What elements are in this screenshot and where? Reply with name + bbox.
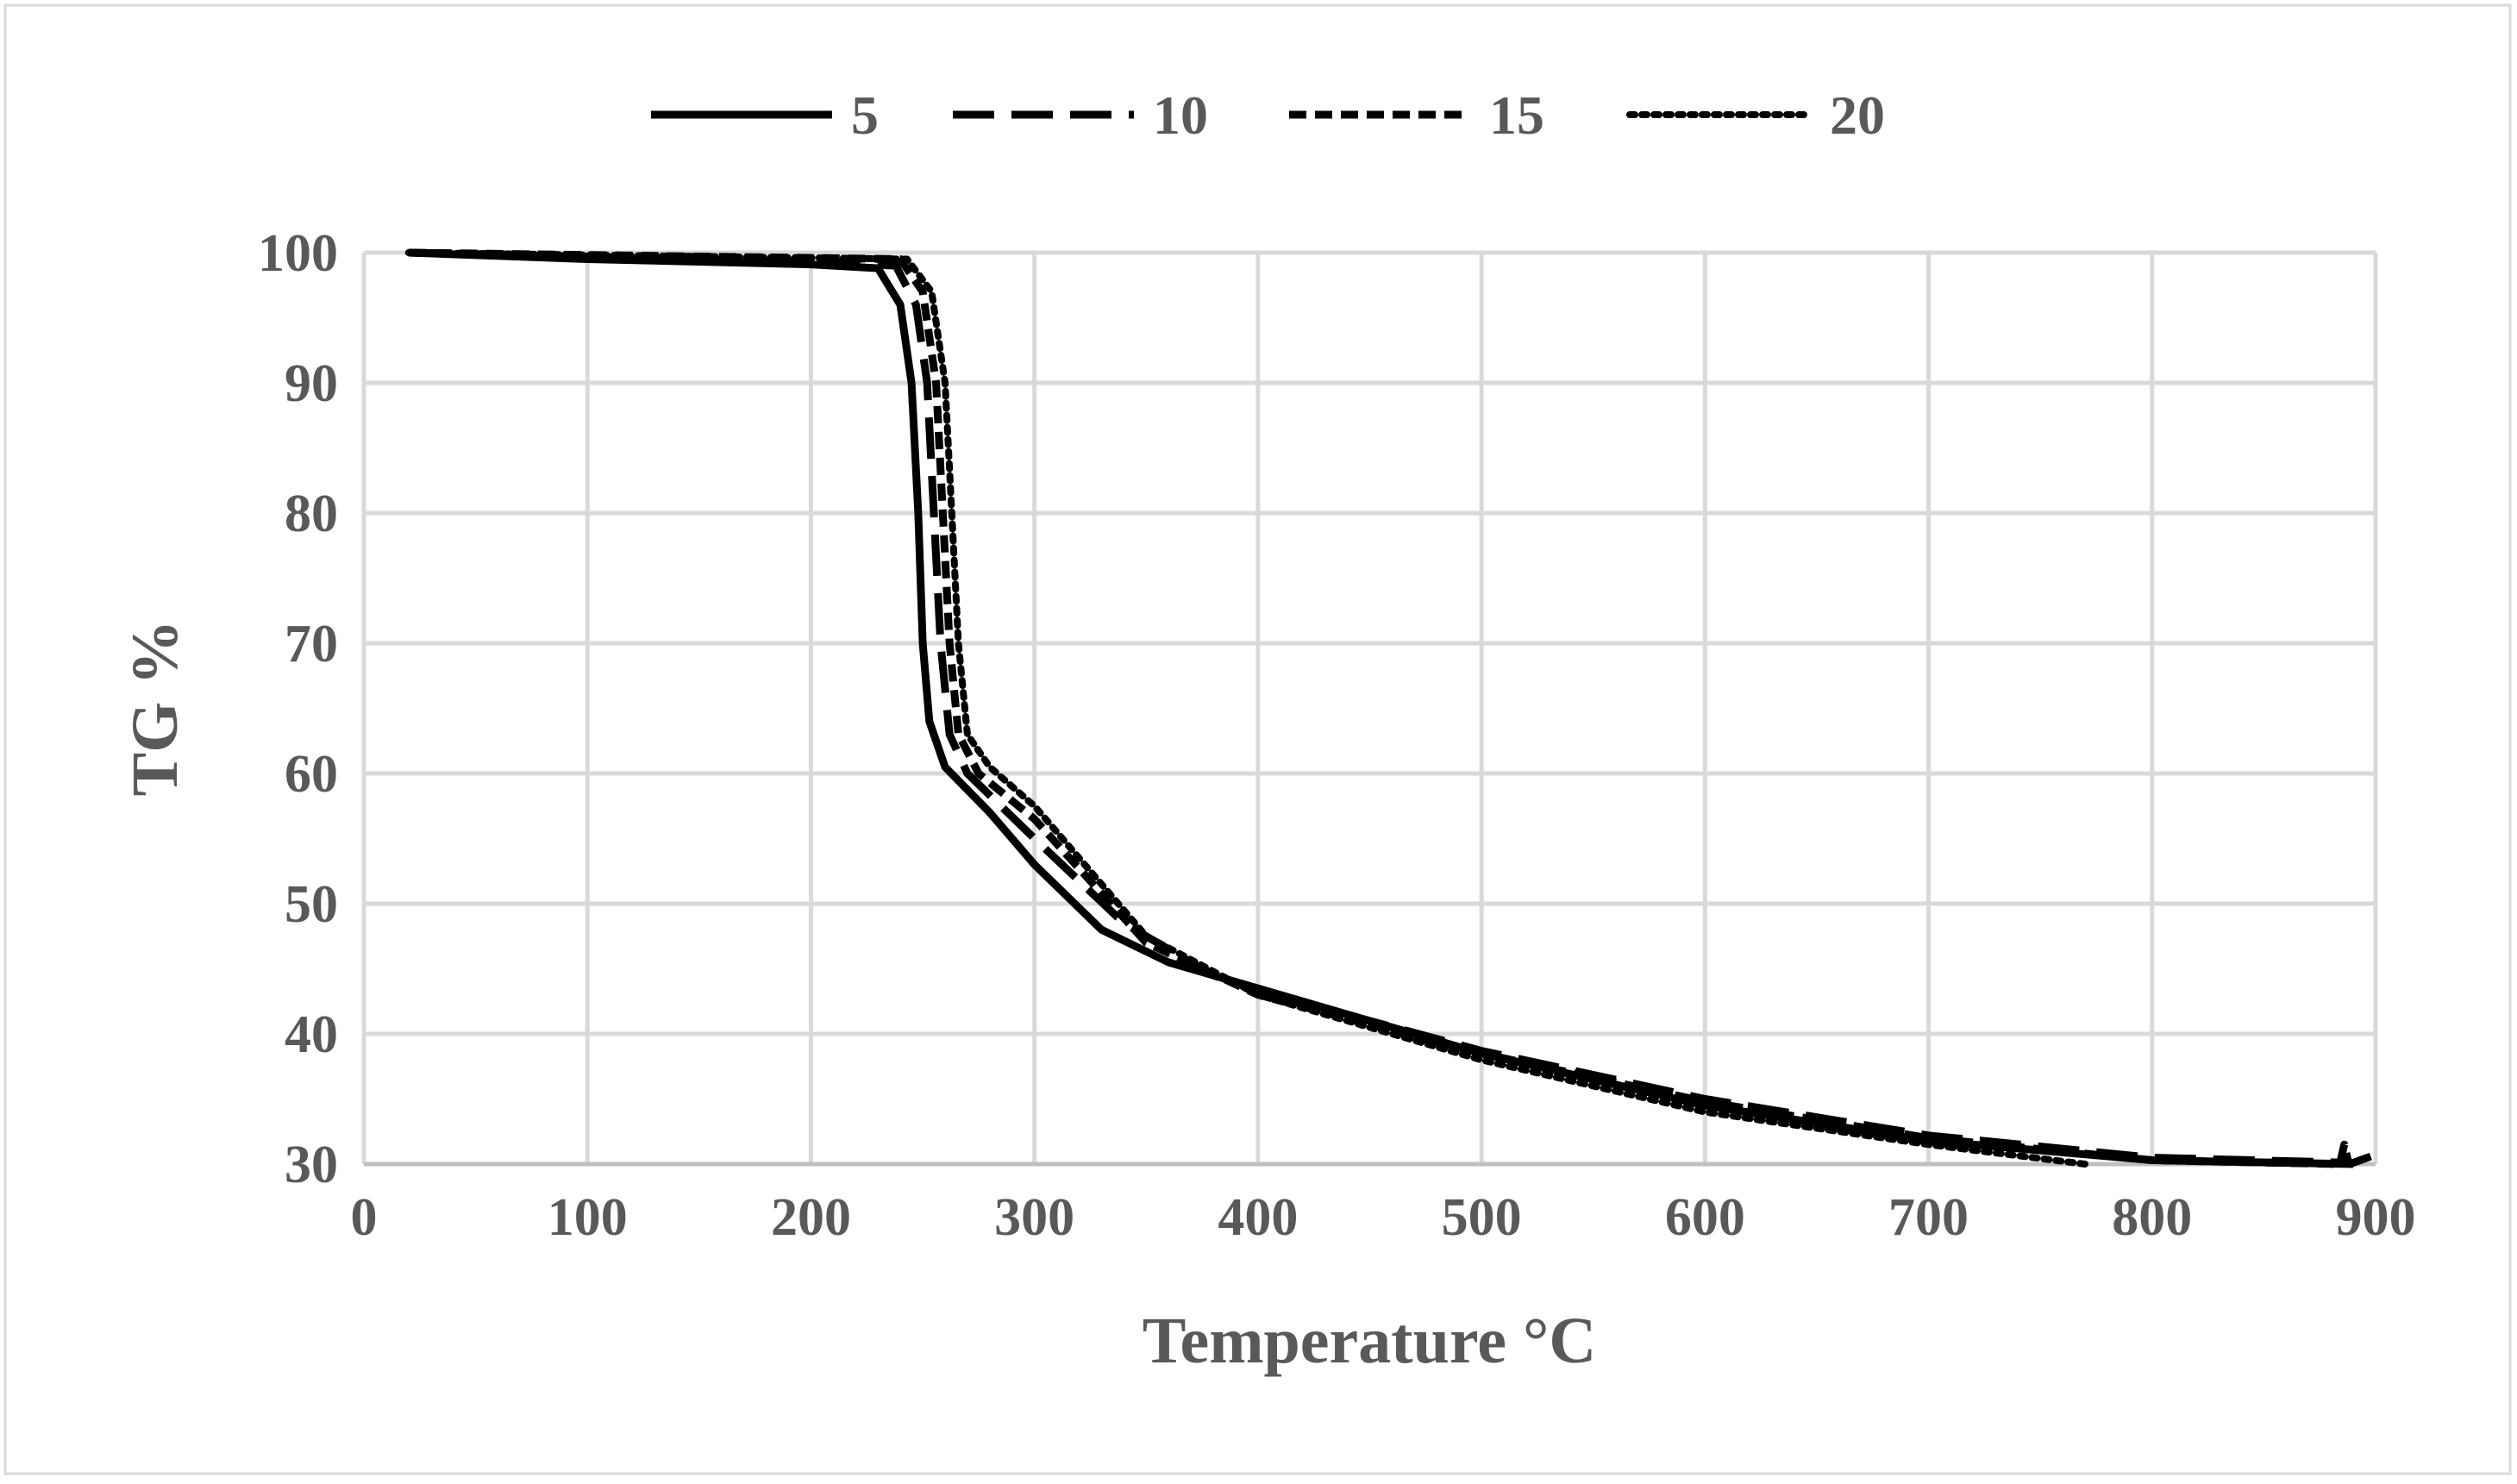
series-line-5	[408, 248, 2354, 1168]
y-tick-label: 50	[285, 875, 338, 934]
legend: 5 10 15 20	[651, 85, 1885, 146]
x-tick-label: 800	[2112, 1188, 2192, 1247]
y-tick-label: 70	[285, 615, 338, 673]
series-line-20	[404, 249, 2088, 1168]
x-tick-labels: 0 100 200 300 400 500 600 700 800 900	[351, 1188, 2416, 1247]
legend-label-10: 10	[1153, 85, 1208, 146]
series-line-15	[408, 248, 2353, 1168]
legend-label-15: 15	[1489, 85, 1544, 146]
x-tick-label: 600	[1665, 1188, 1745, 1247]
y-axis-title: TG %	[119, 620, 191, 797]
y-tick-label: 40	[285, 1005, 338, 1064]
x-tick-label: 200	[771, 1188, 851, 1247]
y-tick-label: 100	[258, 224, 338, 283]
y-tick-label: 90	[285, 354, 338, 413]
y-tick-label: 30	[285, 1136, 338, 1194]
x-tick-label: 300	[994, 1188, 1074, 1247]
x-tick-label: 0	[351, 1188, 378, 1247]
x-tick-label: 400	[1218, 1188, 1298, 1247]
x-tick-label: 900	[2336, 1188, 2416, 1247]
x-tick-label: 700	[1888, 1188, 1969, 1247]
x-tick-label: 100	[548, 1188, 628, 1247]
y-tick-labels: 30 40 50 60 70 80 90 100	[258, 224, 338, 1194]
y-tick-label: 80	[285, 485, 338, 543]
gridlines	[361, 250, 2378, 1167]
series-lines	[404, 248, 2373, 1168]
y-tick-label: 60	[285, 745, 338, 804]
x-axis-title: Temperature °C	[1143, 1305, 1596, 1377]
x-tick-label: 500	[1442, 1188, 1522, 1247]
series-line-10	[408, 248, 2373, 1167]
legend-label-20: 20	[1830, 85, 1885, 146]
legend-label-5: 5	[851, 85, 879, 146]
